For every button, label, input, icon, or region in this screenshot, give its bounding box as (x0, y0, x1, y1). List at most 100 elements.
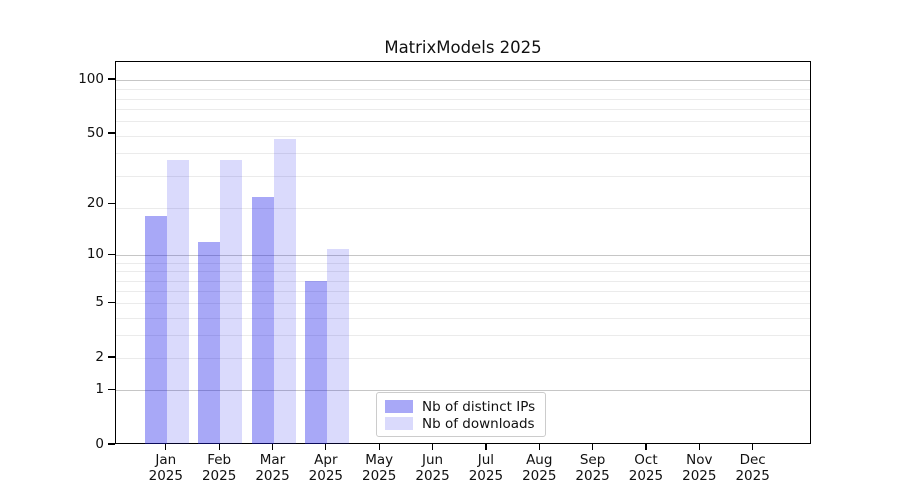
x-tick-year: 2025 (575, 468, 610, 484)
x-tick-year: 2025 (201, 468, 237, 484)
x-tick-label: Jul 2025 (456, 452, 516, 484)
y-tick-label: 100 (78, 71, 104, 88)
y-tick-mark (108, 132, 115, 134)
x-tick-month: Jan (155, 452, 177, 468)
x-tick-mark (752, 444, 754, 450)
x-tick-year: 2025 (148, 468, 183, 484)
x-tick-label: Dec 2025 (723, 452, 783, 484)
x-tick-month: Jun (422, 452, 444, 468)
y-tick-label: 50 (86, 125, 104, 142)
x-tick-label: Aug 2025 (509, 452, 569, 484)
chart-title: MatrixModels 2025 (384, 38, 542, 57)
gridline-minor (116, 109, 810, 111)
gridline-major (116, 80, 810, 82)
plot-area (115, 61, 811, 444)
x-tick-label: Feb 2025 (189, 452, 249, 484)
x-tick-month: Apr (314, 452, 338, 468)
x-tick-label: Apr 2025 (296, 452, 356, 484)
gridline-minor (116, 271, 810, 273)
gridline-minor (116, 121, 810, 123)
y-tick-label: 2 (95, 349, 104, 366)
gridline-minor (116, 291, 810, 293)
x-tick-year: 2025 (362, 468, 397, 484)
bar-downloads-jan (166, 159, 189, 444)
y-tick-mark (108, 301, 115, 303)
legend-label-distinct-ips: Nb of distinct IPs (422, 398, 536, 415)
x-tick-year: 2025 (308, 468, 344, 484)
x-tick-mark (645, 444, 647, 450)
legend-row-distinct-ips: Nb of distinct IPs (385, 398, 537, 415)
bar-downloads-mar (273, 138, 296, 444)
y-tick-label: 10 (86, 246, 104, 263)
gridline-minor (116, 135, 810, 137)
x-tick-month: Mar (259, 452, 286, 468)
gridline-minor (116, 176, 810, 178)
x-tick-month: Sep (579, 452, 606, 468)
gridline-major (116, 255, 810, 257)
bar-distinct-ips-jan (144, 216, 167, 444)
gridline-major (116, 390, 810, 392)
y-tick-mark (108, 253, 115, 256)
y-tick-mark (108, 202, 115, 204)
x-tick-year: 2025 (522, 468, 557, 484)
x-tick-year: 2025 (255, 468, 290, 484)
x-tick-mark (271, 444, 274, 450)
y-tick-mark (108, 388, 115, 390)
x-tick-label: Jun 2025 (403, 452, 463, 484)
y-tick-label: 1 (95, 381, 104, 398)
x-tick-month: Jul (477, 452, 495, 468)
x-tick-label: Mar 2025 (243, 452, 303, 484)
x-tick-mark (378, 444, 380, 450)
bar-distinct-ips-mar (251, 197, 274, 444)
x-tick-year: 2025 (468, 468, 504, 484)
x-tick-mark (485, 444, 487, 450)
x-tick-mark (591, 444, 594, 450)
x-tick-mark (431, 444, 434, 450)
x-tick-month: Aug (526, 452, 553, 468)
x-tick-year: 2025 (735, 468, 770, 484)
bar-distinct-ips-feb (198, 242, 221, 444)
x-tick-mark (165, 444, 167, 450)
gridline-minor (116, 98, 810, 100)
y-tick-mark (108, 356, 115, 358)
gridline-minor (116, 358, 810, 360)
y-tick-mark (108, 78, 115, 80)
x-tick-label: Sep 2025 (563, 452, 623, 484)
y-tick-label: 0 (95, 436, 104, 452)
gridline-minor (116, 262, 810, 264)
x-tick-month: May (365, 452, 394, 468)
x-tick-month: Oct (634, 452, 658, 468)
legend-swatch-downloads (385, 417, 413, 430)
y-tick-label: 5 (95, 294, 104, 311)
gridline-minor (116, 317, 810, 319)
legend-row-downloads: Nb of downloads (385, 415, 537, 432)
x-tick-label: Nov 2025 (669, 452, 729, 484)
x-tick-month: Dec (739, 452, 766, 468)
gridline-minor (116, 335, 810, 337)
y-tick-mark (108, 443, 115, 445)
x-tick-mark (538, 444, 540, 450)
x-tick-mark (325, 444, 327, 450)
legend-label-downloads: Nb of downloads (422, 415, 535, 432)
x-tick-mark (218, 444, 220, 450)
x-tick-year: 2025 (415, 468, 450, 484)
gridline-minor (116, 89, 810, 91)
x-tick-year: 2025 (682, 468, 717, 484)
gridline-minor (116, 303, 810, 305)
y-tick-label: 20 (86, 195, 104, 212)
x-tick-year: 2025 (628, 468, 664, 484)
x-tick-month: Feb (207, 452, 232, 468)
bar-distinct-ips-apr (304, 280, 327, 444)
x-tick-mark (698, 444, 700, 450)
bar-downloads-feb (220, 159, 243, 444)
x-tick-month: Nov (686, 452, 713, 468)
legend-swatch-distinct-ips (385, 400, 413, 413)
gridline-minor (116, 153, 810, 155)
gridline-minor (116, 208, 810, 210)
bar-downloads-apr (326, 248, 349, 444)
gridline-minor (116, 280, 810, 282)
x-tick-label: May 2025 (349, 452, 409, 484)
x-tick-label: Jan 2025 (136, 452, 196, 484)
x-tick-label: Oct 2025 (616, 452, 676, 484)
